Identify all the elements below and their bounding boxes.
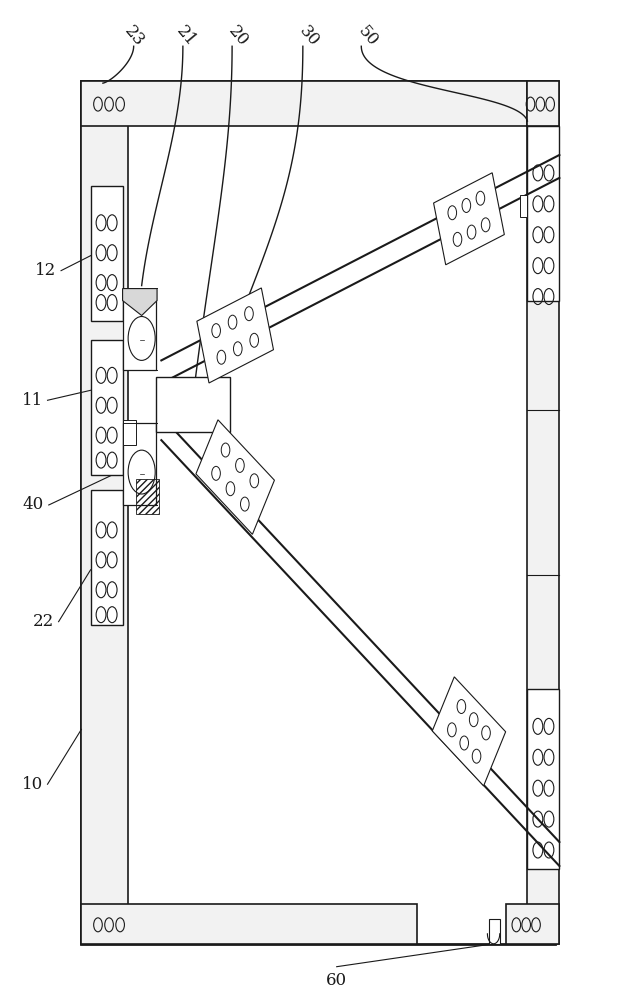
Bar [82, 904, 417, 944]
Bar [82, 81, 555, 944]
Bar [91, 340, 122, 475]
Bar [122, 420, 136, 445]
Text: 60: 60 [326, 972, 347, 989]
Bar [82, 81, 527, 126]
Bar [520, 195, 527, 217]
Bar [91, 186, 122, 320]
Text: 21: 21 [172, 23, 199, 50]
Text: 11: 11 [22, 392, 43, 409]
Bar [156, 377, 231, 432]
Polygon shape [197, 288, 274, 383]
Bar [122, 289, 156, 370]
Text: 30: 30 [295, 23, 323, 50]
Bar [122, 423, 156, 505]
Text: 40: 40 [23, 496, 44, 513]
Text: 20: 20 [225, 23, 252, 50]
Bar [527, 126, 559, 301]
Bar [82, 81, 127, 944]
Bar [135, 479, 159, 514]
Bar [527, 81, 559, 944]
Polygon shape [122, 289, 157, 316]
Bar [527, 81, 559, 126]
Text: 10: 10 [22, 776, 43, 793]
Polygon shape [432, 677, 506, 786]
Bar [489, 919, 501, 944]
Bar [506, 904, 559, 944]
Text: 12: 12 [35, 262, 56, 279]
Polygon shape [196, 420, 274, 534]
Text: 23: 23 [121, 23, 147, 50]
Text: 50: 50 [354, 23, 381, 50]
Text: 22: 22 [33, 613, 54, 630]
Bar [91, 490, 122, 625]
Polygon shape [434, 173, 504, 265]
Bar [527, 689, 559, 869]
